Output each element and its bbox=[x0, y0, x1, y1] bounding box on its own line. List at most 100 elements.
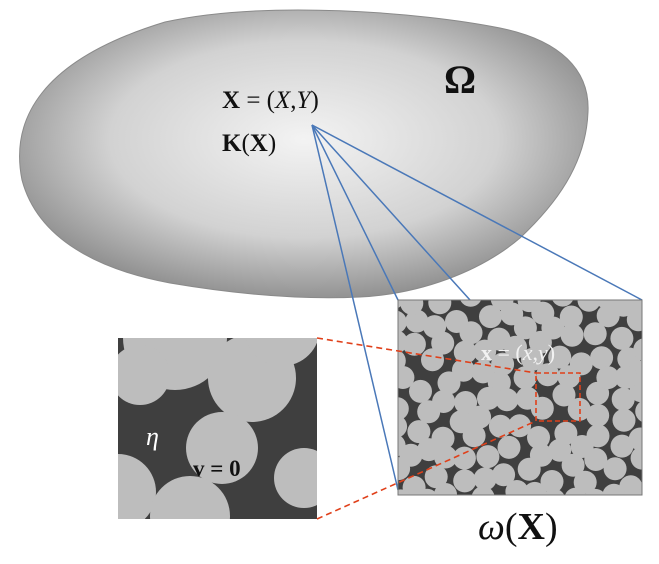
grain bbox=[402, 475, 426, 495]
grain bbox=[434, 483, 457, 495]
grain bbox=[583, 322, 607, 346]
macro-point-eq: = ( bbox=[240, 87, 275, 114]
zoom-view bbox=[118, 338, 317, 519]
macro-point-bold: X bbox=[222, 87, 241, 114]
cell-caption-omega: ω bbox=[478, 506, 505, 548]
grain bbox=[453, 340, 477, 364]
grain bbox=[523, 481, 547, 495]
grain bbox=[398, 366, 415, 389]
grain bbox=[610, 434, 634, 458]
fluid-viscosity-symbol: η bbox=[146, 422, 159, 451]
grain bbox=[405, 309, 429, 333]
grain bbox=[492, 463, 516, 487]
grain bbox=[400, 300, 424, 315]
grain bbox=[548, 345, 572, 369]
grain bbox=[552, 383, 576, 407]
grain bbox=[559, 305, 583, 329]
local-point-y: y bbox=[538, 340, 548, 365]
grain bbox=[479, 305, 502, 329]
local-point-close: ) bbox=[547, 340, 556, 365]
local-point-label: x = (x,y) bbox=[481, 342, 555, 364]
grain bbox=[497, 435, 521, 459]
grain bbox=[521, 347, 544, 371]
connector-line bbox=[311, 124, 399, 301]
grain bbox=[573, 470, 597, 494]
grain bbox=[417, 438, 441, 462]
grain bbox=[417, 400, 441, 424]
macro-tensor-label: K(X) bbox=[222, 131, 276, 156]
cell-caption: ω(X) bbox=[478, 508, 558, 546]
no-slip-label: v = 0 bbox=[193, 457, 241, 480]
grain bbox=[452, 446, 476, 470]
macro-point-label: X = (X,Y) bbox=[222, 88, 319, 113]
grain bbox=[602, 483, 626, 495]
zoom-grain bbox=[150, 476, 230, 519]
grain bbox=[596, 366, 620, 390]
grain bbox=[416, 488, 438, 495]
grain bbox=[557, 365, 581, 389]
grain bbox=[454, 391, 478, 414]
grain bbox=[529, 443, 553, 467]
local-point-x: x bbox=[522, 340, 533, 365]
grain bbox=[527, 426, 550, 449]
grain bbox=[561, 453, 585, 477]
grain bbox=[614, 365, 638, 389]
macro-point-comma: , bbox=[290, 87, 297, 114]
connector-lines bbox=[311, 124, 643, 491]
grain bbox=[611, 387, 635, 411]
grain bbox=[603, 457, 627, 481]
zoom-grain bbox=[274, 448, 317, 508]
grain bbox=[536, 363, 560, 387]
cell-caption-close: ) bbox=[544, 506, 558, 548]
grain bbox=[541, 316, 565, 340]
grain bbox=[570, 435, 594, 458]
grain bbox=[468, 405, 492, 429]
grain bbox=[424, 465, 448, 489]
grain bbox=[633, 338, 642, 361]
grain bbox=[428, 300, 452, 315]
domain-symbol: Ω bbox=[444, 57, 477, 102]
grain bbox=[398, 330, 408, 354]
velocity-eq: = 0 bbox=[204, 456, 241, 481]
grain bbox=[495, 388, 519, 412]
grain bbox=[402, 332, 426, 356]
cell-caption-open: ( bbox=[504, 506, 518, 548]
grain bbox=[398, 397, 409, 421]
grain bbox=[488, 414, 512, 438]
zoom-grain bbox=[186, 412, 258, 484]
macro-point-x: X bbox=[275, 87, 291, 114]
grain bbox=[504, 335, 527, 359]
grain bbox=[548, 438, 572, 462]
grain bbox=[560, 323, 584, 347]
grain bbox=[431, 331, 455, 355]
tensor-arg: X bbox=[249, 130, 268, 157]
macro-point-close: ) bbox=[310, 87, 319, 114]
grain bbox=[590, 346, 614, 370]
connector-line bbox=[311, 124, 471, 301]
grain bbox=[552, 300, 574, 307]
zoom-connector-top bbox=[316, 337, 537, 374]
cell-caption-arg: X bbox=[517, 506, 545, 548]
grain bbox=[505, 480, 529, 495]
grain bbox=[500, 302, 524, 326]
grain bbox=[610, 326, 634, 350]
grain bbox=[540, 470, 564, 493]
tensor-open: ( bbox=[241, 130, 250, 157]
macro-domain bbox=[19, 9, 589, 299]
grain bbox=[437, 371, 461, 395]
zoom-grain bbox=[118, 345, 170, 405]
grain bbox=[611, 300, 635, 317]
local-point-comma: , bbox=[532, 340, 539, 365]
grain bbox=[476, 445, 500, 469]
grain bbox=[398, 310, 407, 334]
grain bbox=[407, 420, 431, 444]
grain bbox=[619, 475, 642, 495]
grain bbox=[515, 386, 539, 410]
grain bbox=[636, 487, 642, 495]
tensor-symbol: K bbox=[222, 130, 242, 157]
grain bbox=[449, 410, 473, 434]
grain bbox=[398, 489, 411, 495]
grain bbox=[459, 321, 483, 345]
